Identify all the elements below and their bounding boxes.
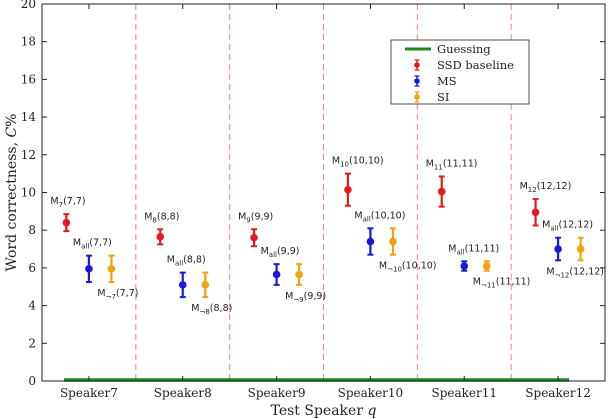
data-point-group bbox=[156, 228, 165, 246]
data-point bbox=[156, 232, 165, 241]
point-annotations: M7(7,7) M8(8,8) M9(9,9) M10(10,10) M11(11,11… bbox=[50, 156, 604, 316]
point-label: Mall(10,10) bbox=[354, 210, 405, 223]
point-label: M¬12(12,12) bbox=[546, 266, 604, 279]
data-point bbox=[344, 185, 352, 194]
data-point bbox=[366, 237, 375, 246]
y-tick-label: 8 bbox=[28, 223, 36, 237]
data-point bbox=[437, 187, 446, 196]
point-label: Mall(7,7) bbox=[73, 238, 112, 251]
x-tick-label: Speaker10 bbox=[338, 386, 404, 400]
data-points bbox=[62, 172, 585, 299]
data-point bbox=[460, 262, 469, 270]
data-point-group bbox=[389, 227, 397, 256]
axes: 0 2 4 6 8 10 12 14 16 18 20 Speaker7 Speaker8 Speaker… bbox=[21, 0, 605, 400]
data-point bbox=[62, 218, 71, 227]
legend: Guessing SSD baseline MS SI bbox=[390, 39, 530, 105]
data-point-group bbox=[576, 236, 585, 262]
legend-marker bbox=[414, 78, 420, 84]
data-point-group bbox=[250, 228, 258, 248]
point-label: Mall(9,9) bbox=[261, 246, 300, 259]
data-point-group bbox=[344, 172, 352, 207]
data-point-group bbox=[366, 227, 375, 256]
legend-label: SI bbox=[437, 90, 449, 104]
y-tick-label: 20 bbox=[21, 0, 36, 11]
point-label: M¬7(7,7) bbox=[97, 288, 138, 301]
data-point-group bbox=[554, 236, 562, 262]
point-label: Mall(8,8) bbox=[167, 255, 206, 268]
data-point bbox=[389, 237, 397, 246]
y-tick-label: 4 bbox=[28, 299, 36, 313]
data-point bbox=[531, 208, 540, 217]
point-label: M10(10,10) bbox=[332, 156, 384, 169]
data-point bbox=[295, 270, 303, 279]
data-point-group bbox=[201, 271, 210, 299]
x-axis-label: Test Speaker q bbox=[271, 403, 377, 419]
data-point-group bbox=[437, 175, 446, 208]
y-tick-label: 12 bbox=[21, 148, 36, 162]
data-point-group bbox=[531, 198, 540, 227]
y-tick-label: 18 bbox=[21, 35, 36, 49]
y-tick-label: 0 bbox=[28, 374, 36, 388]
point-label: M¬8(8,8) bbox=[191, 303, 232, 316]
data-point-group bbox=[178, 271, 187, 299]
point-label: M9(9,9) bbox=[238, 211, 273, 224]
data-point bbox=[178, 281, 187, 289]
data-point-group bbox=[62, 213, 71, 233]
data-point bbox=[482, 262, 491, 270]
x-tick-label: Speaker9 bbox=[248, 386, 306, 400]
x-tick-label: Speaker11 bbox=[431, 386, 497, 400]
legend-label: Guessing bbox=[437, 42, 491, 56]
point-label: M7(7,7) bbox=[50, 196, 85, 209]
data-point bbox=[272, 270, 281, 279]
legend-box bbox=[390, 39, 530, 105]
point-label: M¬11(11,11) bbox=[473, 277, 531, 290]
data-point-group bbox=[482, 260, 491, 272]
data-point-group bbox=[107, 254, 116, 284]
data-point bbox=[554, 245, 562, 253]
y-tick-label: 6 bbox=[28, 261, 36, 275]
y-axis-label: Word correctness, C% bbox=[4, 114, 20, 272]
data-point bbox=[85, 265, 93, 273]
point-label: M11(11,11) bbox=[426, 158, 478, 171]
data-point-group bbox=[272, 263, 281, 286]
point-label: M¬9(9,9) bbox=[285, 291, 326, 304]
y-tick-label: 2 bbox=[28, 336, 36, 350]
data-point-group bbox=[460, 260, 469, 272]
point-label: M8(8,8) bbox=[144, 211, 179, 224]
point-label: M¬10(10,10) bbox=[379, 261, 437, 274]
legend-marker bbox=[414, 62, 420, 68]
point-label: Mall(11,11) bbox=[448, 243, 499, 256]
y-tick-label: 14 bbox=[21, 110, 37, 124]
point-label: Mall(12,12) bbox=[542, 220, 593, 233]
data-point bbox=[576, 245, 585, 253]
legend-label: MS bbox=[437, 74, 457, 88]
x-tick-label: Speaker8 bbox=[154, 386, 212, 400]
point-label: M12(12,12) bbox=[520, 181, 572, 194]
y-tick-label: 16 bbox=[21, 72, 36, 86]
legend-marker bbox=[414, 94, 420, 100]
data-point-group bbox=[295, 263, 303, 286]
data-point bbox=[250, 233, 258, 242]
data-point bbox=[107, 265, 116, 273]
x-tick-label: Speaker7 bbox=[60, 386, 118, 400]
data-point-group bbox=[85, 254, 93, 284]
legend-label: SSD baseline bbox=[437, 58, 514, 72]
x-tick-label: Speaker12 bbox=[525, 386, 591, 400]
y-tick-label: 10 bbox=[21, 186, 36, 200]
data-point bbox=[201, 281, 210, 289]
